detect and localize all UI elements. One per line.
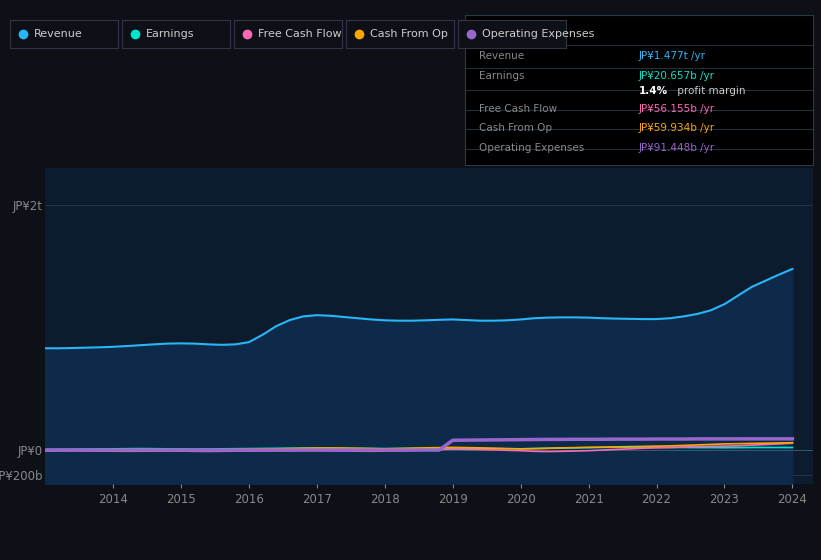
Text: JP¥91.448b /yr: JP¥91.448b /yr <box>639 143 715 153</box>
Text: Free Cash Flow: Free Cash Flow <box>479 104 557 114</box>
Text: JP¥56.155b /yr: JP¥56.155b /yr <box>639 104 715 114</box>
Text: Operating Expenses: Operating Expenses <box>479 143 585 153</box>
Text: Free Cash Flow: Free Cash Flow <box>258 29 342 39</box>
Text: Operating Expenses: Operating Expenses <box>482 29 594 39</box>
Text: Mar 31 2024: Mar 31 2024 <box>479 27 567 40</box>
Text: JP¥59.934b /yr: JP¥59.934b /yr <box>639 123 715 133</box>
Text: Revenue: Revenue <box>34 29 82 39</box>
Text: 1.4%: 1.4% <box>639 86 668 96</box>
Text: JP¥20.657b /yr: JP¥20.657b /yr <box>639 71 715 81</box>
Text: Cash From Op: Cash From Op <box>479 123 552 133</box>
Text: Cash From Op: Cash From Op <box>369 29 447 39</box>
Text: Earnings: Earnings <box>479 71 525 81</box>
Text: Revenue: Revenue <box>479 52 524 61</box>
Text: JP¥1.477t /yr: JP¥1.477t /yr <box>639 52 706 61</box>
Text: Earnings: Earnings <box>146 29 195 39</box>
Text: profit margin: profit margin <box>674 86 745 96</box>
